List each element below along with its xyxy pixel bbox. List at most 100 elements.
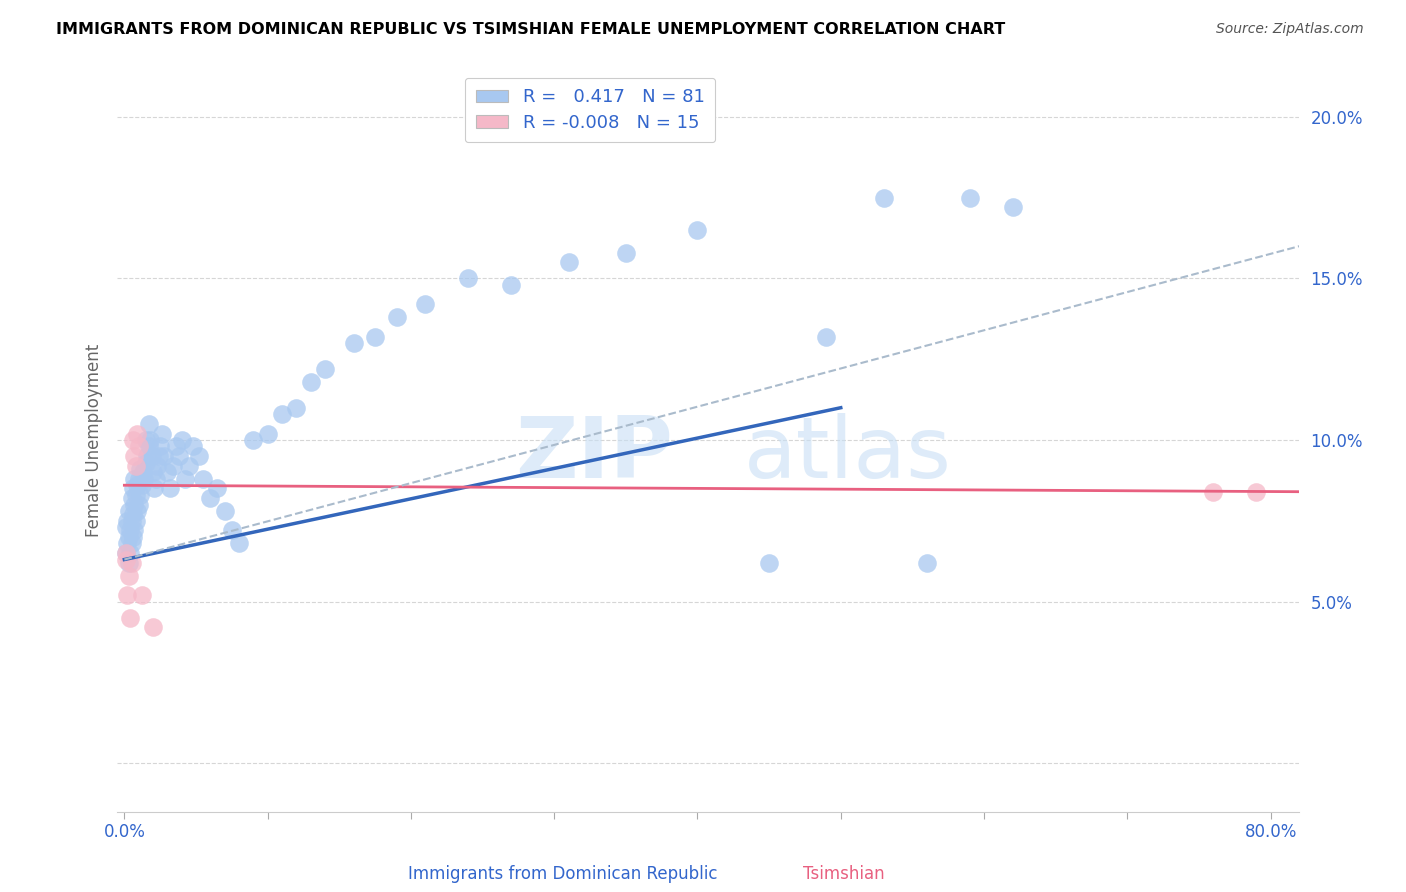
Point (124, 449, 146, 463)
Point (118, 568, 141, 582)
Point (129, 462, 152, 476)
Point (120, 610, 142, 624)
Point (122, 433, 145, 447)
Point (815, 329, 838, 343)
Point (187, 449, 209, 463)
Point (120, 524, 142, 538)
Point (165, 440, 187, 454)
Point (173, 472, 195, 486)
Point (686, 223, 709, 237)
Point (1202, 484, 1225, 499)
Point (156, 466, 179, 480)
Text: ZIP: ZIP (515, 413, 672, 496)
Point (131, 588, 153, 602)
Point (115, 588, 138, 602)
Text: Source: ZipAtlas.com: Source: ZipAtlas.com (1216, 22, 1364, 37)
Point (138, 440, 160, 454)
Point (118, 504, 141, 518)
Point (167, 449, 190, 463)
Point (413, 297, 436, 311)
Point (614, 245, 637, 260)
Point (149, 440, 172, 454)
Point (135, 456, 157, 470)
Point (159, 482, 181, 496)
Point (125, 514, 148, 528)
Point (150, 426, 173, 441)
Point (134, 472, 156, 486)
Point (285, 401, 308, 415)
Point (385, 310, 408, 325)
Point (145, 472, 167, 486)
Point (118, 530, 141, 544)
Text: Tsimshian: Tsimshian (803, 864, 884, 882)
Point (299, 375, 322, 389)
Point (170, 433, 193, 447)
Point (121, 491, 143, 505)
Point (177, 458, 200, 473)
Point (124, 472, 146, 486)
Text: Immigrants from Dominican Republic: Immigrants from Dominican Republic (408, 864, 717, 882)
Legend: R =   0.417   N = 81, R = -0.008   N = 15: R = 0.417 N = 81, R = -0.008 N = 15 (465, 78, 716, 143)
Point (124, 498, 146, 512)
Point (114, 546, 136, 560)
Point (129, 488, 152, 502)
Point (364, 329, 387, 343)
Point (873, 191, 896, 205)
Point (1001, 201, 1024, 215)
Point (127, 478, 149, 492)
Point (136, 449, 159, 463)
Point (135, 433, 157, 447)
Text: atlas: atlas (744, 413, 952, 496)
Point (142, 466, 165, 480)
Point (342, 336, 364, 351)
Point (141, 449, 163, 463)
Point (221, 524, 243, 538)
Point (121, 536, 143, 550)
Point (143, 482, 166, 496)
Point (557, 255, 579, 269)
Point (1246, 484, 1268, 499)
Point (122, 508, 145, 522)
Point (214, 504, 236, 518)
Point (191, 472, 214, 486)
Point (146, 458, 169, 473)
Point (120, 546, 142, 560)
Point (122, 482, 145, 496)
Point (153, 449, 176, 463)
Point (271, 407, 294, 421)
Point (115, 536, 138, 550)
Point (256, 426, 278, 441)
Point (121, 556, 143, 570)
Point (122, 530, 145, 544)
Point (115, 514, 138, 528)
Point (228, 536, 250, 550)
Point (148, 449, 170, 463)
Point (758, 556, 780, 570)
Point (142, 620, 165, 634)
Point (181, 440, 204, 454)
Point (118, 556, 141, 570)
Point (127, 504, 149, 518)
Text: IMMIGRANTS FROM DOMINICAN REPUBLIC VS TSIMSHIAN FEMALE UNEMPLOYMENT CORRELATION : IMMIGRANTS FROM DOMINICAN REPUBLIC VS TS… (56, 22, 1005, 37)
Point (127, 426, 149, 441)
Point (114, 546, 136, 560)
Point (121, 514, 143, 528)
Point (114, 552, 136, 566)
Point (138, 417, 160, 431)
Point (314, 362, 336, 376)
Point (242, 433, 264, 447)
Point (128, 498, 150, 512)
Point (915, 556, 938, 570)
Point (124, 524, 146, 538)
Point (125, 488, 148, 502)
Point (200, 491, 222, 505)
Point (131, 478, 153, 492)
Point (128, 472, 150, 486)
Point (139, 433, 162, 447)
Point (128, 440, 150, 454)
Point (501, 277, 523, 292)
Point (959, 191, 981, 205)
Point (132, 466, 155, 480)
Point (457, 271, 479, 285)
Point (125, 458, 148, 473)
